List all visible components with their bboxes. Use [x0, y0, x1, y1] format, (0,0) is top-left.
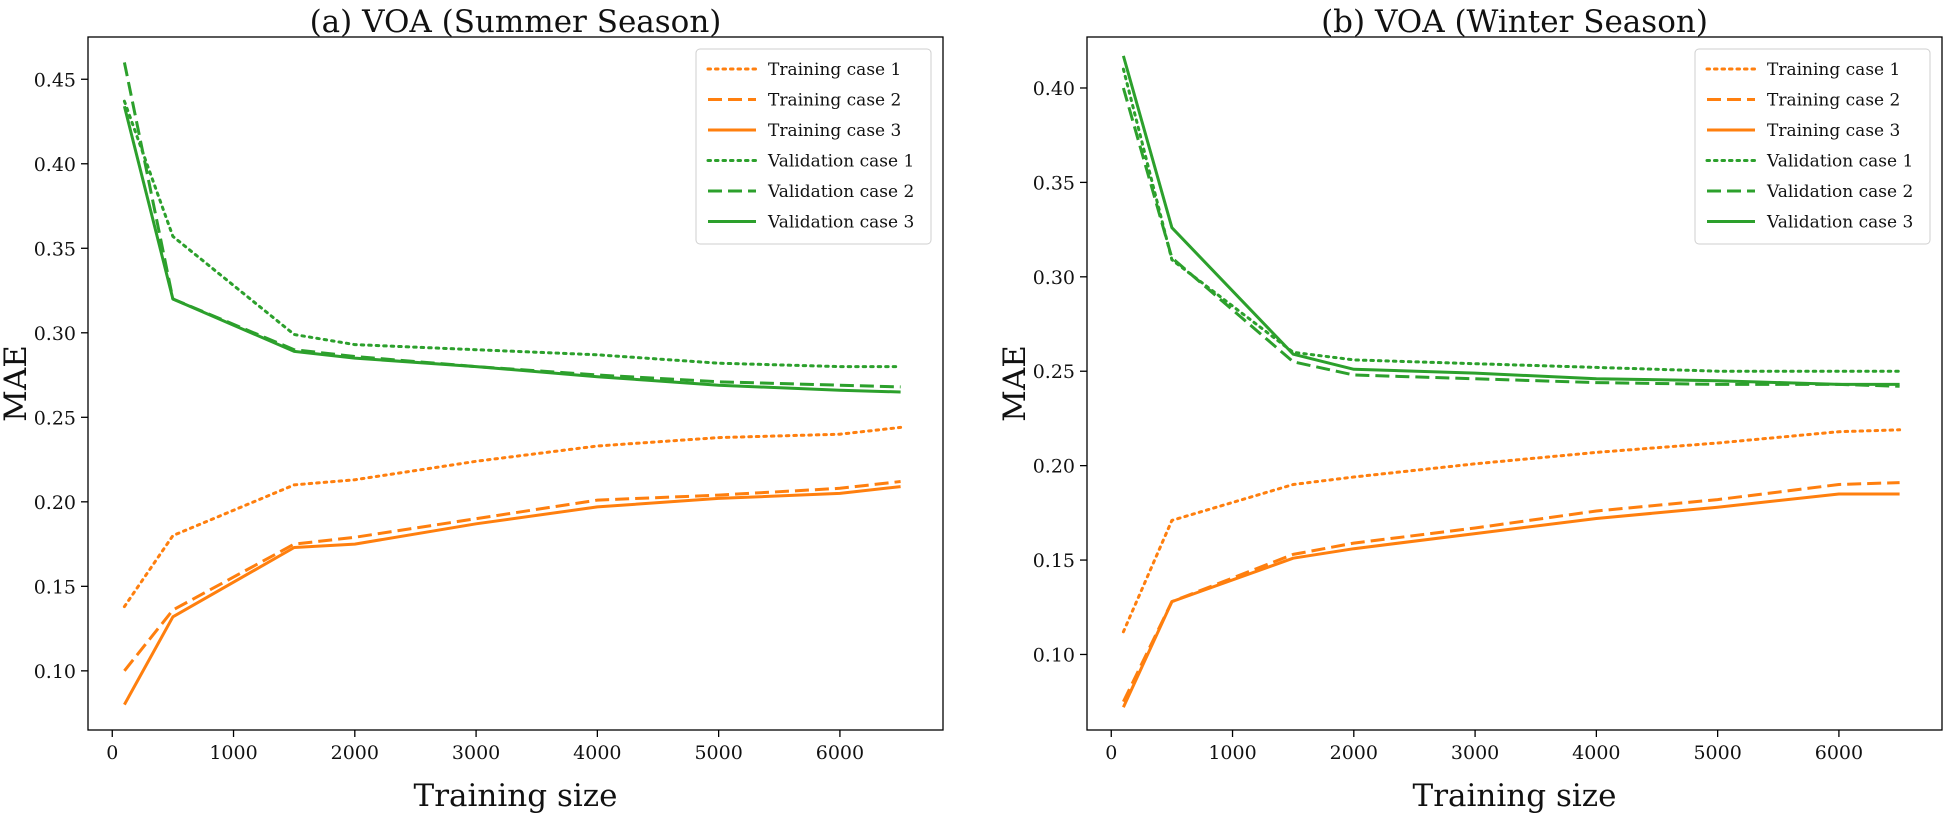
series-line-training-case-3	[123, 485, 901, 706]
legend: Training case 1 Training case 2 Training c…	[695, 48, 932, 245]
series-line-training-case-2	[123, 480, 901, 672]
series-line-training-case-1	[1121, 428, 1902, 634]
series-group	[122, 62, 903, 706]
x-tick-label: 3000	[1451, 742, 1499, 764]
legend-label: Validation case 2	[767, 182, 914, 202]
x-tick-label: 0	[106, 742, 118, 764]
series-line-training-case-1	[122, 425, 903, 609]
legend-label: Training case 1	[1767, 60, 1900, 80]
y-tick-label: 0.20	[1033, 456, 1075, 478]
plot-frame	[1086, 36, 1943, 731]
y-tick-label: 0.10	[1033, 644, 1075, 666]
series-line-validation-case-1	[122, 99, 903, 369]
chart-panel-b: (b) VOA (Winter Season) 0 1000 2000 3000 4000…	[997, 4, 1943, 814]
legend-box	[695, 48, 932, 245]
series-line-validation-case-3	[1121, 55, 1900, 386]
y-tick-label: 0.35	[34, 238, 76, 260]
legend-label: Training case 2	[1767, 91, 1900, 111]
legend-label: Training case 1	[768, 60, 901, 80]
x-tick-label: 2000	[1330, 742, 1378, 764]
y-tick-label: 0.25	[1033, 361, 1075, 383]
x-tick-label: 6000	[1815, 742, 1863, 764]
y-axis-label: MAE	[0, 345, 34, 422]
legend: Training case 1 Training case 2 Training c…	[1694, 48, 1931, 245]
y-tick-label: 0.40	[34, 154, 76, 176]
series-line-training-case-2	[1122, 481, 1900, 703]
y-tick-label: 0.35	[1033, 172, 1075, 194]
legend-label: Training case 2	[768, 91, 901, 111]
legend-label: Training case 3	[768, 121, 901, 141]
x-tick-label: 5000	[694, 742, 742, 764]
y-tick-label: 0.45	[34, 69, 76, 91]
y-tick-label: 0.15	[1033, 550, 1075, 572]
y-tick-label: 0.25	[34, 407, 76, 429]
legend-label: Validation case 1	[1766, 152, 1913, 172]
x-axis-label: Training size	[1413, 778, 1617, 814]
plot-frame	[87, 36, 944, 731]
x-tick-label: 4000	[1572, 742, 1620, 764]
legend-box	[1694, 48, 1931, 245]
x-tick-label: 0	[1105, 742, 1117, 764]
series-line-validation-case-3	[122, 105, 901, 394]
chart-title: (a) VOA (Summer Season)	[310, 4, 722, 40]
legend-label: Validation case 1	[767, 152, 914, 172]
chart-title: (b) VOA (Winter Season)	[1321, 4, 1708, 40]
x-tick-label: 3000	[452, 742, 500, 764]
x-tick-label: 1000	[1208, 742, 1256, 764]
y-tick-label: 0.30	[1033, 267, 1075, 289]
x-tick-label: 5000	[1693, 742, 1741, 764]
x-tick-label: 4000	[573, 742, 621, 764]
x-axis-label: Training size	[414, 778, 618, 814]
series-group	[1121, 55, 1902, 708]
legend-label: Validation case 3	[767, 213, 914, 233]
y-tick-label: 0.30	[34, 323, 76, 345]
legend-label: Validation case 3	[1766, 213, 1913, 233]
legend-label: Training case 3	[1767, 121, 1900, 141]
y-tick-label: 0.20	[34, 492, 76, 514]
legend-label: Validation case 2	[1766, 182, 1913, 202]
y-tick-label: 0.40	[1033, 78, 1075, 100]
x-tick-label: 1000	[209, 742, 257, 764]
y-tick-label: 0.10	[34, 661, 76, 683]
series-line-training-case-3	[1122, 492, 1900, 708]
chart-panel-a: (a) VOA (Summer Season) 0 1000 2000 3000 4000…	[0, 4, 944, 814]
y-tick-label: 0.15	[34, 576, 76, 598]
x-tick-label: 2000	[331, 742, 379, 764]
x-tick-label: 6000	[816, 742, 864, 764]
y-axis-label: MAE	[997, 345, 1033, 422]
